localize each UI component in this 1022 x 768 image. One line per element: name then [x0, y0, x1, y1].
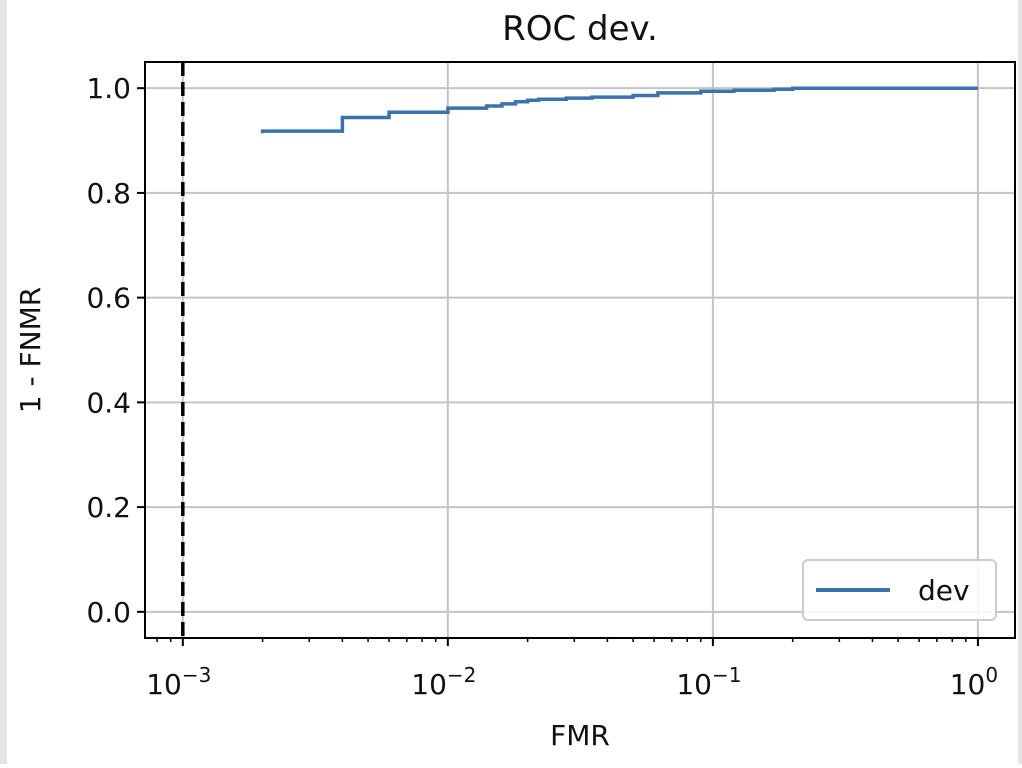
chart-title: ROC dev. [502, 9, 658, 49]
y-tick-label: 0.2 [86, 491, 131, 524]
frame-edge-right [1018, 0, 1022, 764]
x-tick-label: 100 [950, 663, 998, 701]
legend-label-dev: dev [918, 574, 970, 607]
x-tick-label: 10−3 [146, 663, 211, 701]
y-tick-label: 0.6 [86, 282, 131, 315]
x-tick-label: 10−1 [676, 663, 741, 701]
y-tick-label: 0.0 [86, 596, 131, 629]
legend-box [802, 559, 997, 621]
y-tick-label: 0.8 [86, 177, 131, 210]
y-tick-label: 0.4 [86, 386, 131, 419]
x-axis-label: FMR [550, 719, 610, 752]
y-tick-label: 1.0 [86, 72, 131, 105]
frame-edge-left [0, 0, 7, 764]
series-line-dev [260, 86, 978, 134]
plot-area-border [144, 61, 1016, 639]
legend: dev [802, 559, 997, 621]
grid [145, 62, 1015, 638]
y-axis-label: 1 - FNMR [14, 287, 47, 413]
x-axis-ticks: 10−3 10−2 10−1 100 [146, 638, 998, 701]
y-axis-ticks: 0.0 0.2 0.4 0.6 0.8 1.0 [86, 72, 145, 629]
series-group [260, 86, 978, 134]
x-tick-label: 10−2 [411, 663, 476, 701]
